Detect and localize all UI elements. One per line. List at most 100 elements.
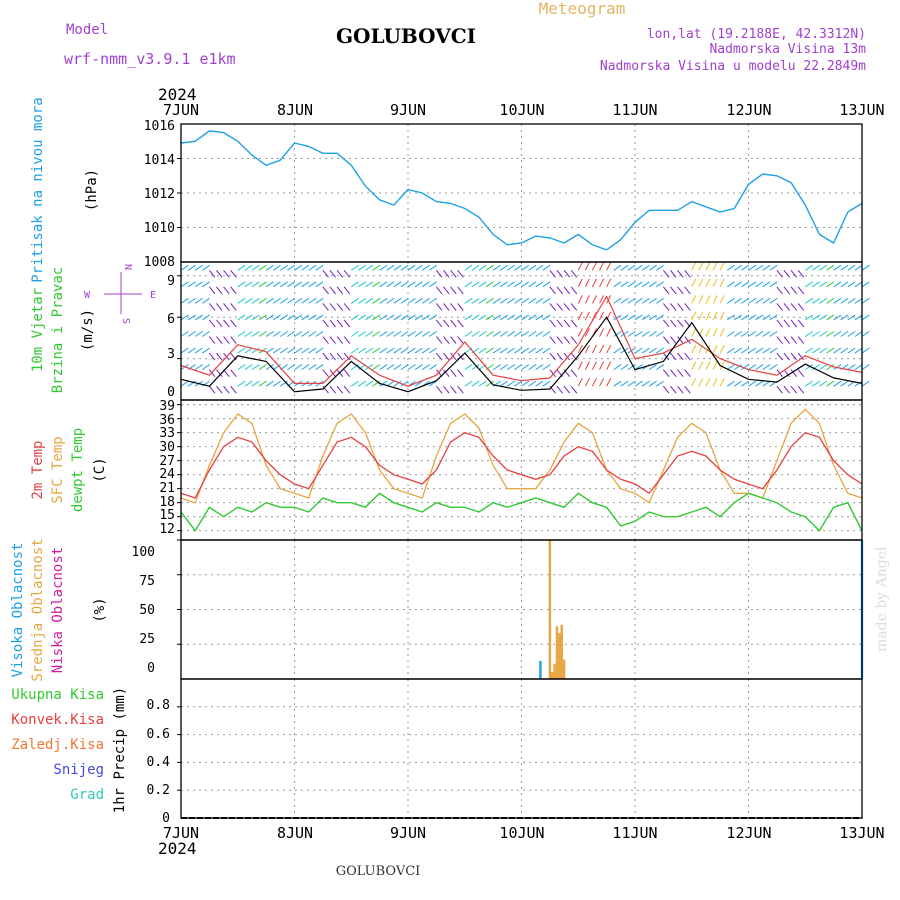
cloud-bar-mid [553,663,556,679]
wind-barb [712,328,718,337]
wind-barb [790,352,798,361]
wind-barb [414,347,423,354]
station-title: GOLUBOVCI [336,24,476,48]
wind-barb [435,352,443,361]
wind-barb [407,281,416,288]
wind-barb [613,297,622,304]
wind-barb [379,314,388,321]
wind-barb [528,330,537,337]
wind-barb [393,264,402,271]
wind-barb [386,364,395,371]
wind-barb [840,347,849,354]
wind-barb [272,330,281,337]
wind-barb [620,380,629,387]
wind-barb [457,336,464,344]
wind-barb [584,377,590,387]
cloud-ytick-3: 75 [139,574,155,589]
wind-barb [258,314,267,321]
wind-barb [762,364,771,371]
wind-barb [194,297,203,304]
wind-barb [386,330,395,337]
wind-barb [712,377,718,387]
wind-barb [577,295,583,304]
wind-barb [521,314,530,321]
wind-barb [840,330,849,337]
wind-barb [251,380,260,387]
wind-barb [570,385,578,394]
wind-barb [478,297,487,304]
precip-ytick-1: 0.2 [147,783,170,798]
wind-barb [599,328,605,337]
wind-ylabel: 10m Vjetar [30,288,46,372]
wind-barb [507,364,515,371]
wind-barb [393,330,402,337]
wind-barb [280,314,288,321]
wind-barb [634,281,643,288]
wind-barb [301,314,310,321]
wind-barb [322,369,329,378]
compass-w: W [84,290,91,301]
wind-barb [336,352,344,361]
wind-gust-line [180,295,863,387]
wind-barb [734,281,742,288]
wind-barb [606,328,612,337]
wind-barb [343,303,351,311]
temp-ylabel-dew: dewpt Temp [70,428,86,512]
pressure-ylabel: Pritisak na nivou mora [30,97,46,282]
wind-barb [528,347,537,354]
x-tick-top-0: 7JUN [163,101,199,119]
wind-barb [379,297,388,304]
wind-barb [414,281,423,288]
wind-barb [216,385,223,394]
wind-barb [230,369,237,378]
temp-ytick-9: 39 [159,399,175,414]
wind-barb [258,330,267,337]
wind-barb [691,278,697,288]
wind-barb [223,385,230,394]
wind-barb [698,278,704,288]
wind-barb [308,347,317,354]
precip-legend-hail: Grad [70,787,104,803]
wind-barb [741,347,750,354]
wind-barb [755,364,764,371]
wind-barb [556,303,563,311]
wind-barb [265,380,274,387]
wind-barb [542,380,551,387]
wind-barb [499,264,508,271]
wind-barb [478,281,487,288]
wind-barb [804,264,813,271]
wind-barb [471,264,480,271]
wind-barb [804,314,813,321]
wind-barb [563,303,571,311]
wind-barb [748,264,757,271]
wind-barb [358,264,367,271]
compass-n: N [122,264,133,270]
wind-barb [528,364,537,371]
wind-barb [847,297,856,304]
wind-barb [641,264,650,271]
wind-barb [499,347,508,354]
wind-barb [542,297,551,304]
wind-barb [542,364,551,371]
wind-barb [428,297,437,304]
wind-barb [542,264,551,271]
wind-barb [819,314,828,321]
wind-barb [450,385,457,394]
wind-barb [294,281,303,288]
wind-barb [662,319,670,328]
model-altitude-text: Nadmorska Visina u modelu 22.2849m [600,59,866,74]
wind-barb [471,314,480,321]
wind-barb [833,347,842,354]
wind-barb [194,347,203,354]
wind-barb [379,347,388,354]
wind-barb [492,314,501,321]
wind-barb [521,264,530,271]
wind-barb [336,303,344,311]
wind-barb [819,297,828,304]
wind-barb [677,385,684,394]
wind-barb [329,303,336,311]
wind-barb [237,264,246,271]
wind-barb [507,314,515,321]
cloud-bar-mid [560,624,563,679]
wind-barb [428,330,437,337]
